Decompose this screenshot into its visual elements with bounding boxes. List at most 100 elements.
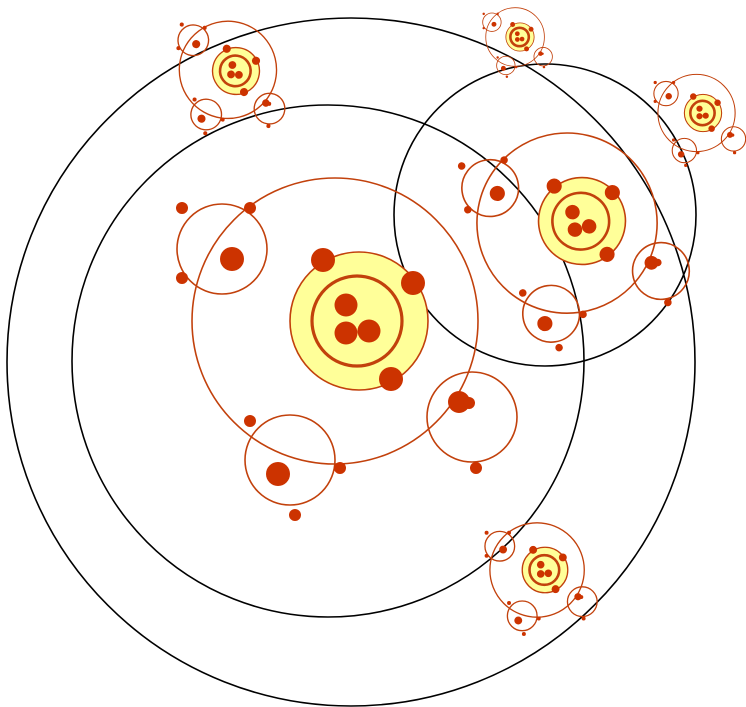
system-top-left-small — [176, 20, 286, 136]
moon-particle — [244, 415, 256, 427]
moon-particle — [505, 75, 509, 78]
nucleus-particle — [227, 70, 235, 79]
satellite-particle — [197, 114, 206, 123]
moon-particle — [267, 101, 272, 106]
core-inner-ring — [509, 26, 531, 48]
satellite-particle — [192, 40, 201, 49]
outer-ring — [6, 17, 696, 707]
satellite-particle — [514, 616, 523, 625]
satellite-particle — [677, 151, 685, 158]
nucleus-particle — [357, 319, 381, 343]
electron-particle — [714, 99, 721, 106]
satellite-ring — [426, 371, 518, 463]
core — [211, 46, 261, 96]
satellite-particle — [538, 51, 543, 56]
system-upper-right-large — [457, 132, 691, 352]
moon-particle — [500, 156, 508, 164]
moon-particle — [732, 151, 737, 155]
core-inner-ring — [218, 54, 252, 88]
electron-particle — [599, 246, 615, 262]
core-inner-ring — [551, 191, 611, 251]
moon-particle — [541, 52, 544, 56]
moon-particle — [542, 65, 546, 69]
nucleus-particle — [334, 321, 358, 345]
satellite-particle — [500, 65, 506, 71]
moon-particle — [696, 151, 700, 155]
satellite-particle — [537, 315, 553, 332]
core-inner-ring — [310, 274, 404, 368]
system-main — [176, 177, 518, 521]
nucleus-particle — [581, 219, 597, 234]
satellite-particle — [499, 545, 508, 554]
core — [537, 176, 627, 266]
satellite-particle — [220, 247, 244, 271]
satellite-ring — [653, 80, 679, 107]
satellite-ring — [176, 203, 268, 295]
satellite-ring — [496, 55, 516, 76]
moon-particle — [176, 272, 188, 284]
moon-particle — [521, 632, 526, 636]
moon-particle — [220, 117, 225, 122]
satellite-ring — [671, 137, 698, 164]
moon-particle — [581, 616, 586, 621]
nucleus-particle — [565, 204, 580, 220]
satellite-ring — [177, 24, 210, 57]
system-bottom-small — [484, 522, 598, 636]
moon-particle — [192, 97, 197, 102]
core-inner-ring — [689, 99, 716, 127]
system-top-center-tiny — [482, 7, 553, 78]
moon-particle — [464, 205, 472, 214]
moon-particle — [496, 12, 499, 16]
outline-rings — [6, 17, 697, 707]
electron-particle — [708, 125, 715, 132]
electron-particle — [551, 585, 560, 594]
moon-particle — [653, 80, 657, 85]
moon-particle — [664, 298, 672, 307]
satellite-ring — [253, 92, 286, 125]
satellite-ring — [566, 586, 598, 618]
satellite-ring — [482, 12, 502, 32]
nucleus-particle — [536, 560, 545, 569]
satellite-particle — [574, 593, 582, 601]
satellite-ring — [484, 530, 516, 562]
satellite-ring — [190, 98, 223, 131]
nucleus-particle — [536, 570, 545, 578]
satellite-ring — [506, 600, 538, 632]
satellite-particle — [644, 255, 659, 270]
nucleus-particle — [696, 105, 703, 112]
moon-particle — [654, 258, 662, 267]
moon-particle — [244, 202, 256, 214]
core-inner-ring — [528, 553, 561, 587]
electron-particle — [510, 22, 516, 27]
satellite-particle — [266, 462, 290, 486]
moon-particle — [457, 162, 466, 170]
moon-particle — [507, 530, 512, 535]
moon-particle — [671, 138, 676, 142]
nucleus-particle — [228, 61, 237, 69]
nucleus-particle — [234, 70, 243, 79]
moon-particle — [176, 46, 181, 51]
moon-particle — [266, 123, 271, 129]
nucleus-particle — [334, 293, 358, 317]
electron-particle — [401, 271, 425, 295]
nucleus-particle — [567, 222, 583, 237]
electron-particle — [558, 553, 567, 562]
moon-particle — [179, 22, 184, 27]
satellite-particle — [727, 131, 733, 138]
moon-particle — [289, 509, 301, 521]
moon-particle — [518, 289, 527, 297]
moon-particle — [579, 595, 584, 600]
moon-particle — [507, 601, 512, 605]
moon-particle — [536, 616, 541, 621]
nucleus-particle — [514, 37, 520, 42]
atom-systems — [176, 7, 746, 636]
electron-particle — [528, 26, 534, 32]
electron-particle — [379, 367, 403, 391]
electron-particle — [529, 545, 538, 554]
nucleus-particle — [702, 112, 709, 119]
satellite-ring — [521, 284, 581, 343]
moon-particle — [514, 65, 518, 69]
moon-particle — [482, 26, 485, 30]
moon-particle — [482, 12, 485, 16]
